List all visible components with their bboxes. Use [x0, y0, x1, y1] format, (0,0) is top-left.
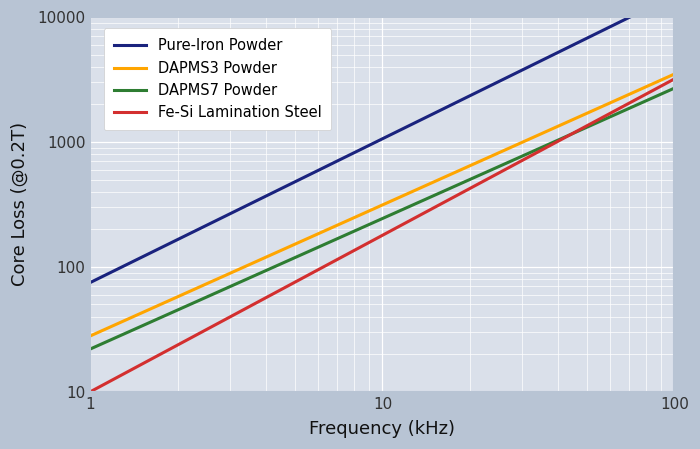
DAPMS3 Powder [86, 333, 94, 339]
DAPMS3 Powder [565, 119, 573, 124]
Fe-Si Lamination Steel [86, 389, 94, 394]
Line: DAPMS7 Powder: DAPMS7 Powder [90, 88, 675, 349]
DAPMS3 Powder [671, 71, 679, 77]
Fe-Si Lamination Steel [656, 84, 664, 89]
Line: Pure-Iron Powder: Pure-Iron Powder [90, 0, 675, 282]
DAPMS3 Powder [363, 209, 372, 214]
DAPMS7 Powder [656, 92, 664, 97]
Line: DAPMS3 Powder: DAPMS3 Powder [90, 74, 675, 336]
DAPMS3 Powder [402, 192, 411, 197]
DAPMS7 Powder [402, 205, 411, 211]
Pure-Iron Powder [565, 44, 573, 50]
Pure-Iron Powder [86, 280, 94, 285]
DAPMS7 Powder [363, 222, 372, 228]
DAPMS7 Powder [434, 191, 442, 196]
DAPMS3 Powder [656, 78, 664, 83]
Legend: Pure-Iron Powder, DAPMS3 Powder, DAPMS7 Powder, Fe-Si Lamination Steel: Pure-Iron Powder, DAPMS3 Powder, DAPMS7 … [104, 28, 332, 131]
Fe-Si Lamination Steel [363, 240, 372, 246]
DAPMS7 Powder [671, 85, 679, 91]
Fe-Si Lamination Steel [671, 76, 679, 82]
DAPMS7 Powder [565, 132, 573, 138]
Line: Fe-Si Lamination Steel: Fe-Si Lamination Steel [90, 79, 675, 392]
Y-axis label: Core Loss (@0.2T): Core Loss (@0.2T) [11, 122, 29, 286]
Fe-Si Lamination Steel [402, 220, 411, 225]
Pure-Iron Powder [434, 109, 442, 114]
Pure-Iron Powder [656, 0, 664, 5]
Fe-Si Lamination Steel [434, 203, 442, 208]
X-axis label: Frequency (kHz): Frequency (kHz) [309, 420, 456, 438]
DAPMS7 Powder [86, 346, 94, 352]
DAPMS7 Powder [367, 221, 375, 226]
Fe-Si Lamination Steel [565, 132, 573, 138]
DAPMS3 Powder [434, 177, 442, 183]
Fe-Si Lamination Steel [367, 238, 375, 244]
DAPMS3 Powder [367, 207, 375, 213]
Pure-Iron Powder [363, 143, 372, 149]
Pure-Iron Powder [402, 124, 411, 130]
Pure-Iron Powder [367, 141, 375, 147]
